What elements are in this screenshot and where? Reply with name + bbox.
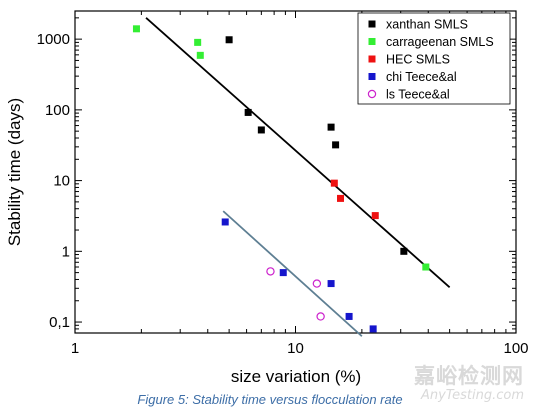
x-tick-label: 100 xyxy=(503,340,528,357)
legend-box xyxy=(357,12,511,105)
data-point xyxy=(327,123,335,131)
data-point xyxy=(266,267,275,276)
y-tick-label: 1 xyxy=(62,243,70,260)
data-point xyxy=(132,25,140,33)
trendlines xyxy=(145,17,451,337)
data-point xyxy=(337,194,345,202)
data-point xyxy=(327,280,335,288)
data-point xyxy=(257,126,265,134)
data-point xyxy=(221,218,229,226)
x-tick-label: 10 xyxy=(287,340,304,357)
data-point xyxy=(330,179,338,187)
figure-caption: Figure 5: Stability time versus floccula… xyxy=(137,392,403,407)
data-point xyxy=(332,141,340,149)
data-point xyxy=(422,263,430,271)
data-point xyxy=(194,38,202,46)
legend-label: chi Teece&al xyxy=(386,70,457,84)
data-point xyxy=(316,312,325,321)
data-point xyxy=(345,312,353,320)
data-points xyxy=(132,25,430,333)
watermark-cn: 嘉峪检测网 xyxy=(414,364,524,388)
y-tick-label: 100 xyxy=(45,102,70,119)
legend-marker xyxy=(368,20,376,28)
y-tick-label: 0,1 xyxy=(49,314,70,331)
data-point xyxy=(244,108,252,116)
x-axis-label: size variation (%) xyxy=(231,367,361,386)
y-axis-label: Stability time (days) xyxy=(5,98,24,246)
legend-label: carrageenan SMLS xyxy=(386,35,494,49)
watermark: 嘉峪检测网 AnyTesting.com xyxy=(414,360,524,403)
data-point xyxy=(369,325,377,333)
legend-marker xyxy=(368,73,376,80)
y-tick-label: 1000 xyxy=(37,31,70,48)
data-point xyxy=(279,269,287,277)
legend-label: HEC SMLS xyxy=(386,53,450,67)
legend-label: xanthan SMLS xyxy=(386,18,468,32)
data-point xyxy=(371,212,379,220)
data-point xyxy=(400,247,408,255)
legend-marker xyxy=(367,89,377,99)
legend-marker xyxy=(368,38,376,45)
data-point xyxy=(225,36,233,44)
y-tick-label: 10 xyxy=(53,173,70,190)
data-point xyxy=(312,279,322,288)
legend-marker xyxy=(368,55,376,63)
legend: xanthan SMLS carrageenan SMLS HEC SMLS chi … xyxy=(357,12,511,105)
legend-label: ls Teece&al xyxy=(386,88,450,102)
watermark-en: AnyTesting.com xyxy=(420,388,524,403)
trendline xyxy=(145,17,451,288)
trendline xyxy=(222,210,363,337)
x-tick-label: 1 xyxy=(71,340,79,357)
data-point xyxy=(196,51,204,59)
